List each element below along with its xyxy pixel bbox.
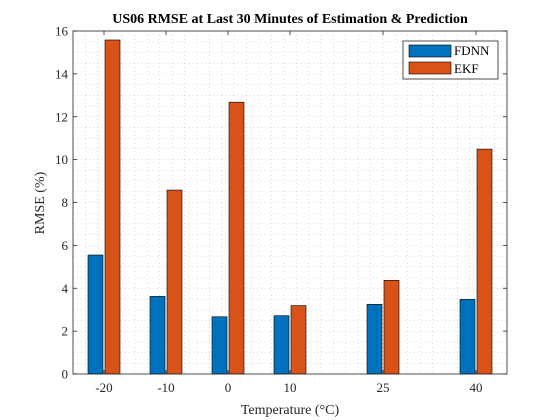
axes: [72, 30, 508, 375]
bar-ekf-40: [476, 148, 493, 375]
x-axis-label: Temperature (°C): [241, 403, 340, 418]
bar-ekf--20: [104, 39, 121, 375]
x-tick-label: 40: [470, 380, 483, 395]
bar-ekf-10: [290, 305, 307, 375]
bar-ekf-0: [228, 101, 245, 375]
y-tick-label: 0: [62, 367, 69, 382]
legend-label-fdnn: FDNN: [454, 43, 490, 58]
y-tick-label: 6: [62, 238, 69, 253]
tick-labels: -20 -10 0 10 25 40 0 2 4 6 8 10 12 14 16: [55, 24, 483, 396]
y-tick-label: 4: [62, 281, 69, 296]
bar-ekf-25: [383, 280, 400, 375]
bar-fdnn-40: [459, 299, 476, 375]
y-tick-label: 12: [55, 109, 68, 124]
bar-fdnn-10: [273, 315, 290, 375]
legend-label-ekf: EKF: [454, 61, 479, 76]
legend-swatch-fdnn: [408, 44, 452, 58]
bar-fdnn--10: [149, 296, 166, 375]
x-tick-label: 10: [284, 380, 297, 395]
bars: [87, 39, 493, 375]
y-tick-label: 14: [55, 66, 69, 81]
y-tick-label: 2: [62, 324, 69, 339]
y-tick-label: 10: [55, 152, 68, 167]
bar-fdnn--20: [87, 254, 104, 375]
grid: [72, 30, 508, 375]
y-tick-label: 16: [55, 24, 69, 39]
bar-fdnn-0: [211, 316, 228, 375]
bar-ekf--10: [166, 189, 183, 375]
x-tick-label: -20: [95, 380, 112, 395]
y-axis-label: RMSE (%): [33, 171, 48, 234]
bar-fdnn-25: [366, 304, 383, 375]
x-tick-label: 0: [225, 380, 232, 395]
x-tick-label: -10: [157, 380, 174, 395]
x-tick-label: 25: [377, 380, 390, 395]
chart-title: US06 RMSE at Last 30 Minutes of Estimati…: [112, 12, 468, 27]
legend: FDNN EKF: [402, 40, 499, 80]
legend-swatch-ekf: [408, 61, 452, 75]
y-tick-label: 8: [62, 195, 69, 210]
